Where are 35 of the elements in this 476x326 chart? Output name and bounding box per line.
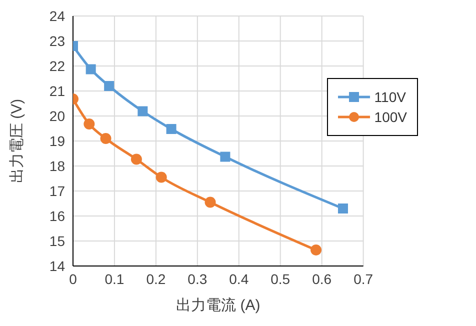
y-tick-label: 14 [49,258,66,274]
x-tick-label: 0.6 [312,270,332,287]
legend-label: 100V [374,109,407,125]
point [338,204,348,214]
y-tick-label: 20 [49,108,66,124]
legend-label: 110V [374,89,406,105]
y-tick-label: 17 [49,182,66,199]
point [220,152,230,162]
point [138,106,148,116]
x-tick-label: 0.1 [104,270,124,287]
x-axis-title: 出力電流 (A) [176,297,260,314]
point [156,172,167,183]
x-tick-label: 0.7 [354,270,374,287]
y-tick-label: 15 [49,232,66,249]
y-tick-label: 22 [49,58,66,74]
x-tick-label: 0.4 [229,270,249,287]
y-tick-label: 21 [49,82,66,99]
y-tick-label: 16 [49,208,66,224]
point [130,154,142,165]
x-tick-label: 0.2 [146,270,166,287]
point [100,133,112,144]
y-tick-label: 19 [49,132,66,149]
y-tick-label: 23 [49,32,66,49]
point [166,124,176,134]
x-tick-label: 0 [69,270,78,287]
point [104,81,114,91]
x-tick-label: 0.3 [188,270,208,287]
x-tick-label: 0.5 [270,270,290,287]
point [310,244,322,256]
y-axis-title: 出力電圧 (V) [8,98,26,184]
point [86,64,96,74]
point [204,196,216,208]
y-tick-label: 18 [49,158,66,174]
point [84,118,95,130]
y-tick-label: 24 [49,8,66,24]
